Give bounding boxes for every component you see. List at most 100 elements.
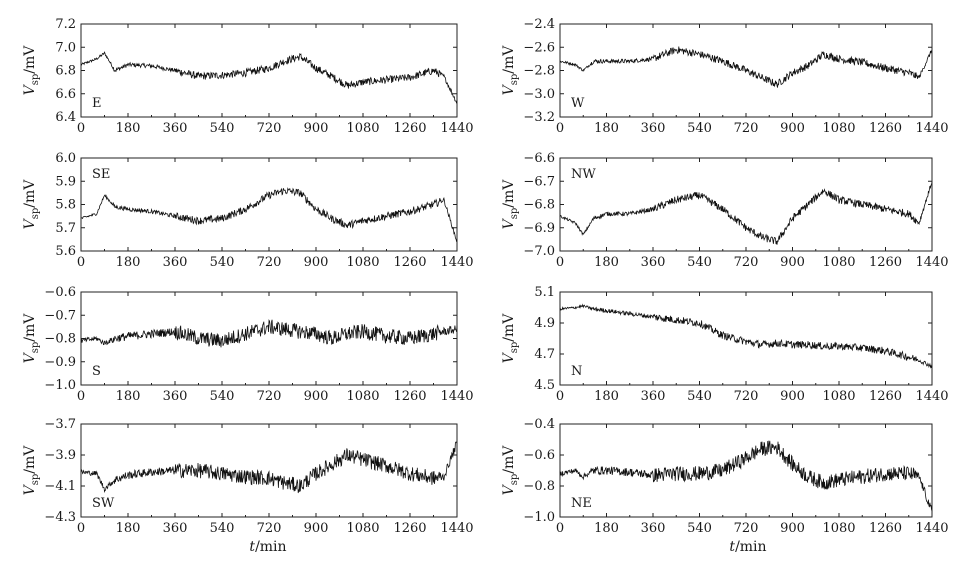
y-tick-label-s: −0.9 (44, 355, 76, 370)
x-axis-label-right: t/min (729, 539, 766, 555)
x-tick-label-n: 1440 (915, 389, 948, 404)
y-axis-label-sub-s: sp (30, 342, 41, 354)
y-axis-label-sub-sw: sp (30, 474, 41, 486)
series-line-s (80, 319, 458, 348)
y-tick-label-se: 6.0 (55, 151, 76, 166)
x-tick-label-s: 1260 (393, 389, 426, 404)
y-axis-label-sub-e: sp (30, 74, 41, 86)
y-tick-label-n: 4.7 (534, 347, 555, 362)
y-axis-label-e: Vsp/mV (22, 45, 41, 96)
y-tick-label-w: −2.4 (523, 17, 555, 32)
panel-n: 0 180 360 540 720 900 1080 1260 1440 4.5 4.7 4.9 5.1… (501, 285, 949, 404)
x-tick-label-w: 1440 (915, 121, 948, 136)
y-tick-label-e: 6.6 (55, 87, 76, 102)
y-tick-label-s: −0.8 (44, 332, 76, 347)
x-tick-label-n: 540 (687, 389, 712, 404)
x-tick-label-sw: 1080 (346, 521, 379, 536)
panel-tag-e: E (92, 96, 102, 111)
panel-s: 0 180 360 540 720 900 1080 1260 1440 −0.6 −0.7 −0.8… (22, 285, 474, 404)
x-tick-label-n: 1080 (822, 389, 855, 404)
y-axis-label-n: Vsp/mV (501, 313, 520, 364)
y-tick-label-se: 5.9 (55, 174, 76, 189)
y-tick-label-nw: −6.6 (523, 151, 555, 166)
x-tick-label-n: 0 (556, 389, 564, 404)
x-tick-label-s: 720 (257, 389, 282, 404)
y-axis-label-var-w: V (501, 83, 517, 95)
x-tick-label-nw: 900 (780, 255, 805, 270)
y-tick-label-e: 7.2 (55, 17, 76, 32)
x-tick-label-ne: 0 (556, 521, 564, 536)
x-tick-label-sw: 1440 (440, 521, 473, 536)
x-tick-label-e: 1080 (346, 121, 379, 136)
y-tick-label-ne: −1.0 (523, 510, 555, 525)
y-axis-label-ne: Vsp/mV (501, 445, 520, 496)
panel-tag-ne: NE (571, 496, 592, 511)
x-tick-label-e: 1440 (440, 121, 473, 136)
y-axis-label-unit-s: /mV (22, 313, 38, 342)
y-tick-label-sw: −3.7 (44, 417, 76, 432)
x-tick-label-w: 720 (734, 121, 759, 136)
x-tick-label-e: 0 (77, 121, 85, 136)
x-tick-label-e: 900 (304, 121, 329, 136)
y-tick-label-ne: −0.6 (523, 448, 555, 463)
x-tick-label-se: 540 (210, 255, 235, 270)
panel-tag-n: N (571, 364, 582, 379)
y-tick-label-e: 7.0 (55, 40, 76, 55)
y-axis-label-var-se: V (22, 217, 38, 229)
x-tick-label-sw: 360 (163, 521, 188, 536)
x-tick-label-e: 720 (257, 121, 282, 136)
x-tick-label-w: 900 (780, 121, 805, 136)
y-axis-label-var-e: V (22, 83, 38, 95)
x-tick-label-ne: 360 (641, 521, 666, 536)
x-tick-label-s: 360 (163, 389, 188, 404)
x-tick-label-w: 360 (641, 121, 666, 136)
x-tick-label-se: 360 (163, 255, 188, 270)
panel-tag-sw: SW (92, 496, 115, 511)
x-tick-label-ne: 1260 (869, 521, 902, 536)
y-axis-label-sub-n: sp (509, 342, 520, 354)
plot-frame-n (559, 291, 933, 386)
x-tick-label-se: 1440 (440, 255, 473, 270)
chart-panels: 0 180 360 540 720 900 1080 1260 1440 6.4 6.6 6.8 7.0… (22, 17, 949, 536)
y-axis-label-unit-se: /mV (22, 179, 38, 208)
x-tick-label-sw: 0 (77, 521, 85, 536)
y-tick-label-nw: −7.0 (523, 244, 555, 259)
y-tick-label-w: −2.8 (523, 64, 555, 79)
x-tick-label-nw: 720 (734, 255, 759, 270)
plot-frame-se (80, 157, 458, 252)
y-axis-label-var-sw: V (22, 483, 38, 495)
y-tick-label-nw: −6.7 (523, 174, 555, 189)
x-tick-label-w: 540 (687, 121, 712, 136)
x-tick-label-se: 1260 (393, 255, 426, 270)
x-tick-label-s: 1440 (440, 389, 473, 404)
x-tick-label-se: 720 (257, 255, 282, 270)
series-line-nw (559, 181, 933, 245)
y-tick-label-w: −3.2 (523, 110, 555, 125)
x-tick-label-sw: 540 (210, 521, 235, 536)
x-tick-label-w: 180 (594, 121, 619, 136)
panel-tag-nw: NW (571, 167, 596, 182)
y-axis-label-sw: Vsp/mV (22, 445, 41, 496)
x-tick-label-n: 360 (641, 389, 666, 404)
y-axis-label-var-ne: V (501, 483, 517, 495)
panel-se: 0 180 360 540 720 900 1080 1260 1440 5.6 5.7 5.8 5.9… (22, 151, 474, 270)
series-line-n (559, 303, 933, 369)
y-axis-label-unit-w: /mV (501, 45, 517, 74)
panel-w: 0 180 360 540 720 900 1080 1260 1440 −2.4 −2.6 −2.8… (501, 17, 949, 136)
series-line-sw (80, 441, 458, 494)
y-tick-label-n: 5.1 (534, 285, 555, 300)
y-axis-label-w: Vsp/mV (501, 45, 520, 96)
x-tick-label-nw: 0 (556, 255, 564, 270)
svg-text:t/min: t/min (249, 539, 286, 555)
y-axis-label-nw: Vsp/mV (501, 179, 520, 230)
x-axis-label-var-left: t (249, 539, 255, 555)
y-axis-label-unit-ne: /mV (501, 445, 517, 474)
y-axis-label-var-s: V (22, 351, 38, 363)
panel-ne: 0 180 360 540 720 900 1080 1260 1440 −0.4 −0.6 −0.8… (501, 417, 949, 536)
y-tick-label-se: 5.8 (55, 198, 76, 213)
x-tick-label-ne: 540 (687, 521, 712, 536)
y-tick-label-w: −3.0 (523, 87, 555, 102)
y-axis-label-sub-ne: sp (509, 474, 520, 486)
series-line-ne (559, 440, 933, 512)
y-tick-label-e: 6.8 (55, 64, 76, 79)
